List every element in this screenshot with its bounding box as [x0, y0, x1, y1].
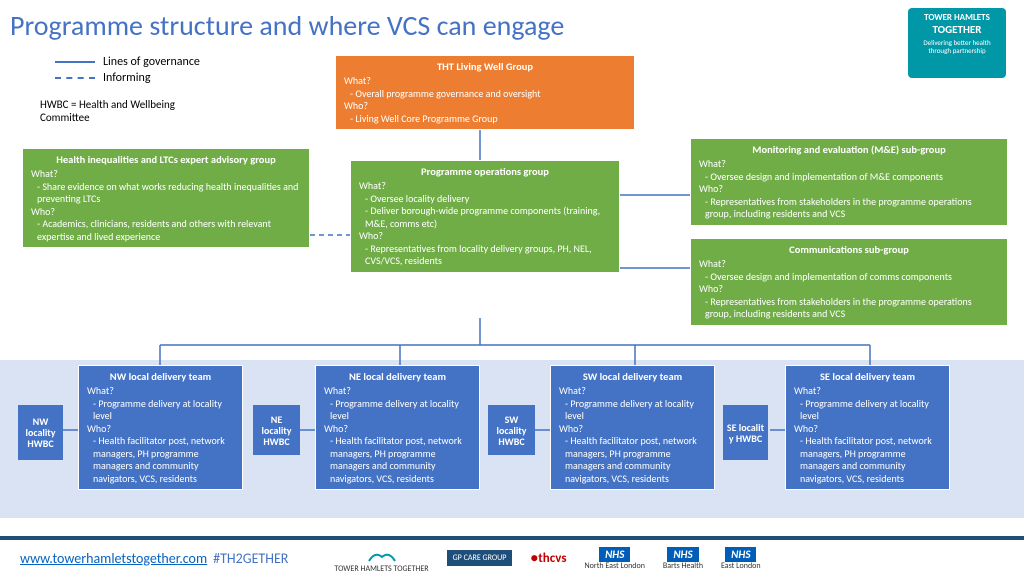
- footer: www.towerhamletstogether.com #TH2GETHER …: [0, 536, 1024, 576]
- advisory-title: Health inequalities and LTCs expert advi…: [31, 153, 301, 166]
- ops-who: Representatives from locality delivery g…: [365, 243, 611, 268]
- advisory-box: Health inequalities and LTCs expert advi…: [22, 148, 310, 248]
- me-what: Oversee design and implementation of M&E…: [705, 171, 999, 184]
- who-label: Who?: [344, 100, 626, 113]
- advisory-who: Academics, clinicians, residents and oth…: [37, 218, 301, 243]
- what-label: What?: [344, 75, 626, 88]
- sw-title: SW local delivery team: [559, 370, 706, 383]
- ne-title: NE local delivery team: [324, 370, 471, 383]
- thcvs-logo: ●thcvs: [530, 552, 566, 565]
- logo-line2: TOGETHER: [912, 23, 1002, 36]
- comms-subgroup-box: Communications sub-group What? Oversee d…: [690, 238, 1008, 326]
- logo-line3: Delivering better health through partner…: [912, 39, 1002, 54]
- tht-title: THT Living Well Group: [344, 60, 626, 73]
- footer-hashtag: #TH2GETHER: [213, 550, 288, 567]
- abbreviation-note: HWBC = Health and Wellbeing Committee: [40, 98, 210, 124]
- me-subgroup-box: Monitoring and evaluation (M&E) sub-grou…: [690, 138, 1008, 226]
- comms-title: Communications sub-group: [699, 243, 999, 256]
- legend: Lines of governance Informing: [55, 55, 200, 87]
- ne-hwbc-box: NE locality HWBC: [253, 405, 300, 455]
- gpcare-logo: GP CARE GROUP: [447, 550, 513, 566]
- footer-logos: TOWER HAMLETS TOGETHER GP CARE GROUP ●th…: [334, 543, 1004, 573]
- tht-living-well-box: THT Living Well Group What? Overall prog…: [335, 55, 635, 130]
- se-delivery-box: SE local delivery team What? Programme d…: [785, 365, 950, 490]
- barts-nhs-logo: NHSBarts Health: [663, 547, 703, 570]
- solid-line-icon: [55, 61, 95, 63]
- nw-title: NW local delivery team: [87, 370, 234, 383]
- se-hwbc-box: SE localit y HWBC: [723, 405, 768, 460]
- operations-box: Programme operations group What? Oversee…: [350, 160, 620, 273]
- footer-url[interactable]: www.towerhamletstogether.com: [20, 550, 207, 567]
- ops-what2: Deliver borough-wide programme component…: [365, 205, 611, 230]
- comms-what: Oversee design and implementation of com…: [705, 271, 999, 284]
- me-title: Monitoring and evaluation (M&E) sub-grou…: [699, 143, 999, 156]
- page-title: Programme structure and where VCS can en…: [10, 8, 564, 43]
- nw-hwbc-box: NW locality HWBC: [18, 405, 63, 460]
- comms-who: Representatives from stakeholders in the…: [705, 296, 999, 321]
- tht-logo: TOWER HAMLETS TOGETHER Delivering better…: [908, 8, 1006, 78]
- advisory-what: Share evidence on what works reducing he…: [37, 181, 301, 206]
- me-who: Representatives from stakeholders in the…: [705, 196, 999, 221]
- sw-delivery-box: SW local delivery team What? Programme d…: [550, 365, 715, 490]
- el-nhs-logo: NHSEast London: [721, 547, 761, 570]
- legend-governance: Lines of governance: [103, 55, 200, 69]
- tht-who: Living Well Core Programme Group: [350, 113, 626, 126]
- tht-what: Overall programme governance and oversig…: [350, 88, 626, 101]
- sw-hwbc-box: SW locality HWBC: [488, 405, 535, 455]
- dashed-line-icon: [55, 77, 95, 79]
- tht-footer-logo: TOWER HAMLETS TOGETHER: [334, 543, 428, 573]
- nw-delivery-box: NW local delivery team What? Programme d…: [78, 365, 243, 490]
- se-title: SE local delivery team: [794, 370, 941, 383]
- ops-title: Programme operations group: [359, 165, 611, 178]
- ne-delivery-box: NE local delivery team What? Programme d…: [315, 365, 480, 490]
- logo-line1: TOWER HAMLETS: [912, 12, 1002, 23]
- legend-informing: Informing: [103, 71, 150, 85]
- nel-nhs-logo: NHSNorth East London: [585, 547, 645, 570]
